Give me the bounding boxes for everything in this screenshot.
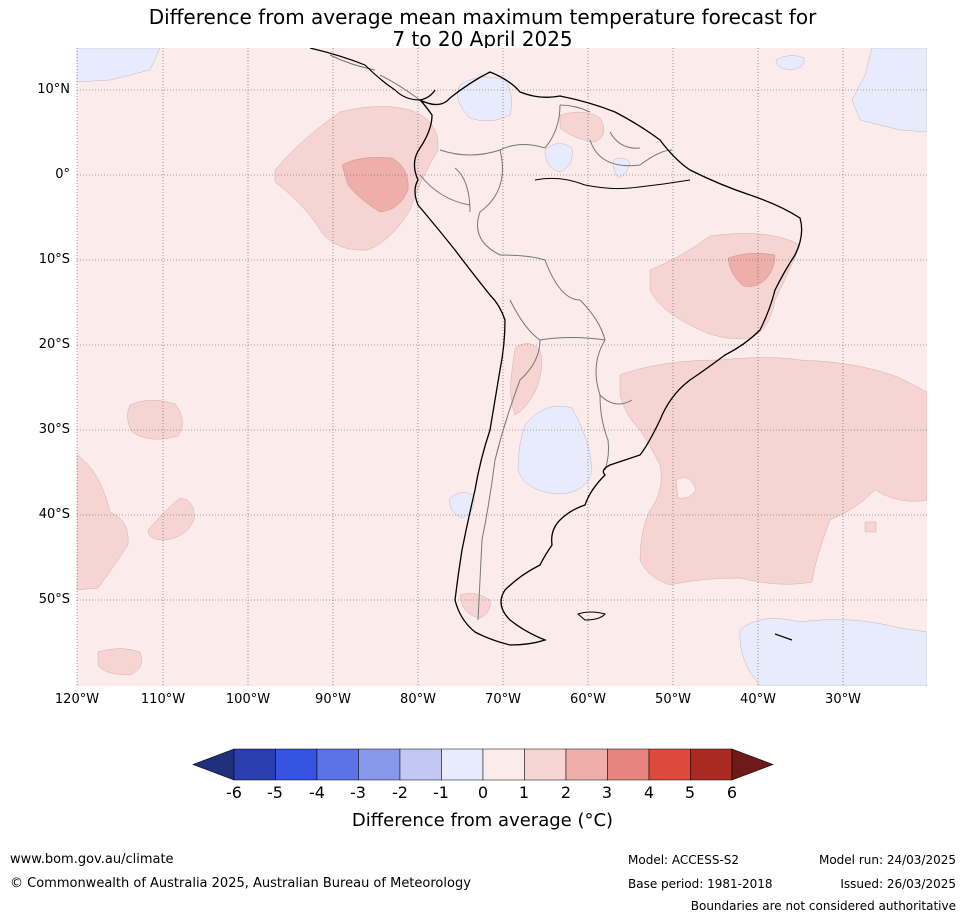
colorbar-segment xyxy=(607,748,650,781)
colorbar-segment xyxy=(233,748,276,781)
colorbar-tick: 5 xyxy=(684,783,696,802)
colorbar-arrow-low xyxy=(192,748,235,781)
warm-region-galapagos xyxy=(341,157,409,213)
lat-label-10n: 10°N xyxy=(37,82,70,97)
south-america-coastline xyxy=(413,71,803,646)
lat-label-0: 0° xyxy=(55,167,70,182)
lon-label-80w: 80°W xyxy=(400,692,436,707)
colorbar-tick: 6 xyxy=(726,783,738,802)
colorbar-segment xyxy=(275,748,318,781)
footer-base-period: Base period: 1981-2018 xyxy=(628,877,773,891)
footer-issued: Issued: 26/03/2025 xyxy=(840,877,956,891)
cool-region-south-atlantic xyxy=(739,618,927,686)
colorbar-segment xyxy=(524,748,567,781)
graticule xyxy=(76,48,927,686)
country-borders xyxy=(329,54,673,621)
warm-region-bahia xyxy=(727,252,776,287)
warm-region-south-atlantic xyxy=(619,357,927,586)
footer-model: Model: ACCESS-S2 xyxy=(628,853,740,867)
colorbar-segment xyxy=(399,748,442,781)
lat-label-50s: 50°S xyxy=(38,592,70,607)
lat-label-40s: 40°S xyxy=(38,507,70,522)
warm-region-colombia xyxy=(559,111,605,143)
colorbar-tick: -2 xyxy=(392,783,408,802)
lon-label-100w: 100°W xyxy=(225,692,271,707)
colorbar-segment xyxy=(441,748,484,781)
map-title-line1: Difference from average mean maximum tem… xyxy=(148,5,817,29)
warm-region-pacific-west xyxy=(127,400,183,440)
lat-label-30s: 30°S xyxy=(38,422,70,437)
colorbar-segment xyxy=(690,748,733,781)
lon-label-30w: 30°W xyxy=(825,692,861,707)
colorbar-segment xyxy=(482,748,525,781)
lat-label-20s: 20°S xyxy=(38,337,70,352)
warm-region-pacific-edge xyxy=(77,454,129,591)
colorbar-arrow-high xyxy=(731,748,774,781)
cool-region-island xyxy=(775,55,805,71)
cool-hole-atlantic xyxy=(675,477,697,499)
cool-region-small xyxy=(613,157,631,179)
warm-region-pacific-south xyxy=(97,648,142,676)
colorbar-tick: 1 xyxy=(518,783,530,802)
lon-label-90w: 90°W xyxy=(315,692,351,707)
colorbar-tick: 4 xyxy=(643,783,655,802)
footer-disclaimer: Boundaries are not considered authoritat… xyxy=(690,899,956,913)
lon-label-70w: 70°W xyxy=(485,692,521,707)
lon-label-120w: 120°W xyxy=(54,692,100,707)
colorbar-tick: -1 xyxy=(433,783,449,802)
colorbar-segment xyxy=(316,748,359,781)
colorbar-segment xyxy=(358,748,401,781)
colorbar-tick: -6 xyxy=(226,783,242,802)
central-america-coastline xyxy=(309,48,436,101)
map-title-line2: 7 to 20 April 2025 xyxy=(392,27,573,51)
lon-label-60w: 60°W xyxy=(570,692,606,707)
amazon-river xyxy=(534,177,691,190)
warm-region-atlantic-small xyxy=(864,521,877,533)
lat-label-10s: 10°S xyxy=(38,252,70,267)
colorbar xyxy=(192,748,774,781)
colorbar-tick: -5 xyxy=(267,783,283,802)
falkland-islands xyxy=(577,611,606,621)
cool-region-venezuela xyxy=(457,76,512,122)
warm-region-patagonia xyxy=(459,593,491,619)
colorbar-tick: 3 xyxy=(601,783,613,802)
south-georgia xyxy=(774,633,793,641)
warm-region-pacific-mid xyxy=(147,497,195,541)
lon-label-40w: 40°W xyxy=(740,692,776,707)
footer-model-run: Model run: 24/03/2025 xyxy=(818,853,956,867)
lon-label-50w: 50°W xyxy=(655,692,691,707)
cool-region-nw xyxy=(77,48,161,83)
footer-copyright: © Commonwealth of Australia 2025, Austra… xyxy=(10,876,471,891)
cool-region-amazon xyxy=(544,143,573,173)
footer-website: www.bom.gov.au/climate xyxy=(10,852,174,867)
colorbar-tick: -4 xyxy=(309,783,325,802)
cool-region-argentina xyxy=(517,405,593,495)
anomaly-regions xyxy=(77,48,927,686)
colorbar-segment xyxy=(565,748,608,781)
colorbar-tick: 0 xyxy=(477,783,489,802)
colorbar-tick: 2 xyxy=(560,783,572,802)
cool-region-ne xyxy=(851,48,927,133)
colorbar-segment xyxy=(648,748,691,781)
colorbar-tick: -3 xyxy=(350,783,366,802)
colorbar-label: Difference from average (°C) xyxy=(351,810,614,831)
lon-label-110w: 110°W xyxy=(140,692,186,707)
cool-region-chile xyxy=(449,492,475,519)
